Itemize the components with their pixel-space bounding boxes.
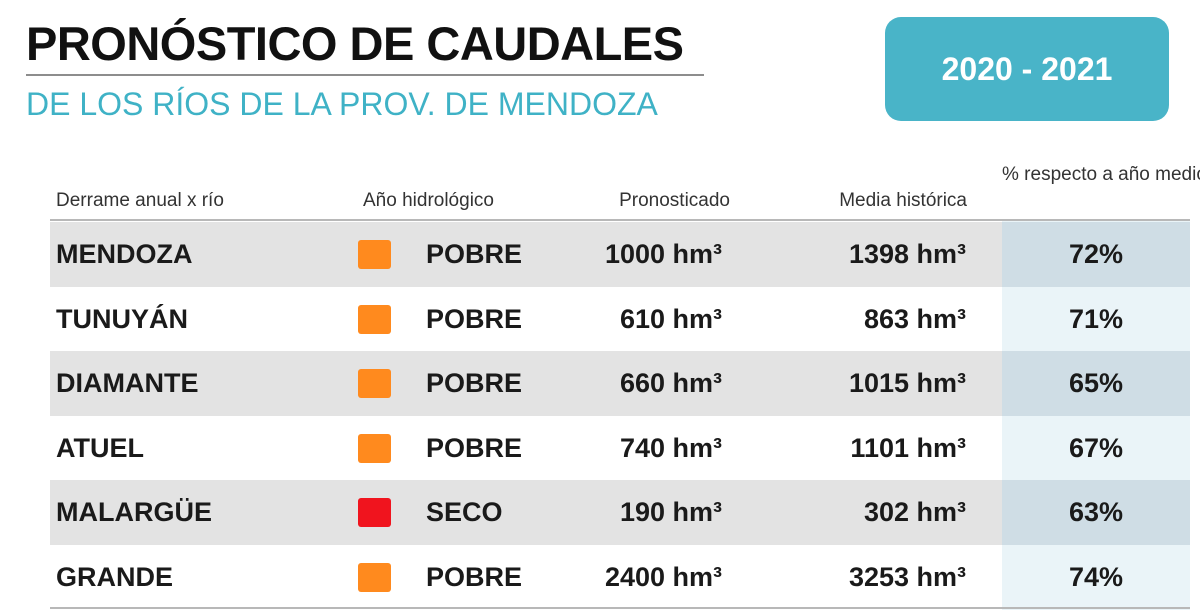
title-underline	[26, 74, 704, 76]
percent-value: 67%	[1068, 432, 1124, 463]
table-row: ATUEL POBRE 740 hm³ 1101 hm³ 67%	[50, 416, 1190, 481]
river-name: ATUEL	[56, 432, 144, 463]
table-header: Derrame anual x río Año hidrológico Pron…	[0, 160, 1200, 216]
river-name: MALARGÜE	[56, 497, 212, 527]
forecast-value: 1000 hm³	[604, 239, 722, 269]
status-label: POBRE	[426, 561, 523, 592]
header-divider	[50, 219, 1190, 221]
status-swatch	[358, 562, 391, 592]
column-header-forecast: Pronosticado	[619, 190, 730, 211]
table-row: GRANDE POBRE 2400 hm³ 3253 hm³ 74%	[50, 545, 1190, 610]
column-header-historical-mean: Media histórica	[839, 190, 967, 211]
historical-mean-value: 1015 hm³	[848, 368, 966, 398]
percent-value: 63%	[1068, 497, 1124, 527]
percent-cell-background	[1002, 222, 1190, 287]
percent-value: 72%	[1068, 239, 1124, 269]
historical-mean-value: 1398 hm³	[848, 239, 966, 269]
column-header-percent: % respecto a año medio	[1002, 164, 1200, 185]
historical-mean-value: 302 hm³	[863, 497, 966, 527]
table-body: MENDOZA POBRE 1000 hm³ 1398 hm³ 72% TUNUYÁN PO…	[50, 222, 1190, 609]
status-label: POBRE	[426, 368, 523, 398]
table-bottom-divider	[50, 607, 1190, 609]
percent-value: 74%	[1068, 561, 1124, 592]
column-header-hydrological-year: Año hidrológico	[363, 190, 494, 211]
forecast-value: 610 hm³	[619, 303, 722, 334]
historical-mean-value: 3253 hm³	[848, 561, 966, 592]
percent-value: 71%	[1068, 303, 1124, 334]
status-swatch	[358, 369, 391, 398]
status-label: POBRE	[426, 239, 523, 269]
river-name: DIAMANTE	[56, 368, 199, 398]
page-title: PRONÓSTICO DE CAUDALES	[26, 17, 684, 70]
status-label: SECO	[426, 497, 503, 527]
percent-value: 65%	[1068, 368, 1124, 398]
percent-cell-background	[1002, 480, 1190, 545]
forecast-value: 190 hm³	[619, 497, 722, 527]
table-row: MENDOZA POBRE 1000 hm³ 1398 hm³ 72%	[50, 222, 1190, 287]
season-badge: 2020 - 2021	[885, 17, 1169, 121]
river-name: GRANDE	[56, 561, 174, 592]
page-subtitle: DE LOS RÍOS DE LA PROV. DE MENDOZA	[26, 86, 658, 122]
historical-mean-value: 1101 hm³	[850, 432, 966, 463]
status-swatch	[358, 498, 391, 527]
status-swatch	[358, 304, 391, 334]
column-header-river: Derrame anual x río	[56, 190, 224, 211]
river-name: TUNUYÁN	[56, 303, 188, 334]
status-swatch	[358, 433, 391, 463]
forecast-value: 740 hm³	[619, 432, 722, 463]
status-label: POBRE	[426, 432, 523, 463]
status-label: POBRE	[426, 303, 523, 334]
forecast-value: 660 hm³	[619, 368, 722, 398]
historical-mean-value: 863 hm³	[863, 303, 966, 334]
table-row: MALARGÜE SECO 190 hm³ 302 hm³ 63%	[50, 480, 1190, 545]
river-name: MENDOZA	[56, 239, 193, 269]
table-row: DIAMANTE POBRE 660 hm³ 1015 hm³ 65%	[50, 351, 1190, 416]
percent-cell-background	[1002, 351, 1190, 416]
status-swatch	[358, 240, 391, 269]
forecast-value: 2400 hm³	[604, 561, 722, 592]
table-row: TUNUYÁN POBRE 610 hm³ 863 hm³ 71%	[50, 287, 1190, 352]
